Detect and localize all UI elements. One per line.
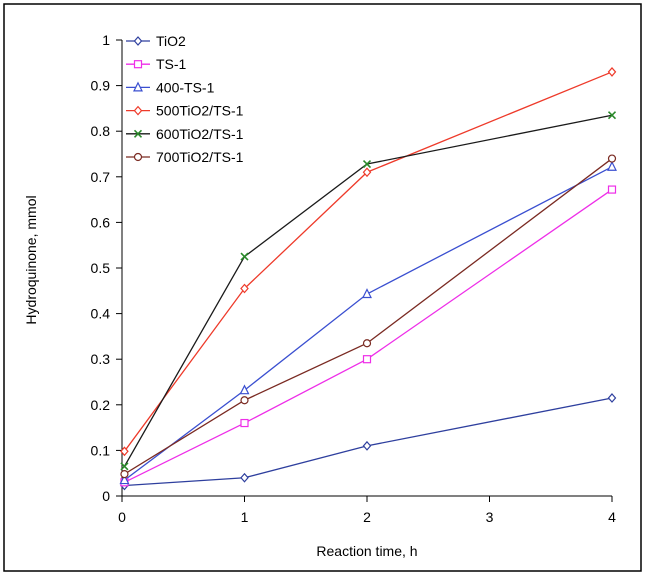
legend-label: 500TiO2/TS-1 xyxy=(156,103,244,119)
legend-item: TS-1 xyxy=(126,56,187,72)
x-tick-label: 4 xyxy=(608,509,616,525)
legend-label: 600TiO2/TS-1 xyxy=(156,126,244,142)
legend-label: 700TiO2/TS-1 xyxy=(156,149,244,165)
legend-marker xyxy=(133,36,143,46)
y-tick-label: 0 xyxy=(102,488,110,504)
legend-item: 700TiO2/TS-1 xyxy=(126,149,244,165)
series-line-0 xyxy=(124,397,613,487)
data-point xyxy=(607,154,617,163)
legend-item: 600TiO2/TS-1 xyxy=(126,126,244,142)
data-point xyxy=(120,462,129,471)
legend-label: TiO2 xyxy=(156,33,186,49)
x-tick-label: 1 xyxy=(241,509,249,525)
x-axis-label: Reaction time, h xyxy=(316,543,417,559)
data-point xyxy=(607,185,617,194)
data-point xyxy=(362,339,372,348)
data-point xyxy=(362,167,372,178)
y-tick-label: 0.5 xyxy=(91,260,111,276)
data-point xyxy=(240,252,249,261)
y-tick-label: 0.2 xyxy=(91,397,111,413)
data-point xyxy=(239,384,250,395)
data-point xyxy=(120,446,129,457)
x-tick-label: 2 xyxy=(363,509,371,525)
data-point xyxy=(362,355,372,364)
series-line-2 xyxy=(124,166,613,481)
data-point xyxy=(240,472,249,483)
y-tick-label: 0.9 xyxy=(91,78,111,94)
series-line-4 xyxy=(123,114,613,467)
legend: TiO2 TS-1 400-TS-1 500TiO2/TS-1 600TiO2/TS-1… xyxy=(126,33,244,165)
data-point xyxy=(240,283,249,294)
chart-border xyxy=(3,3,642,572)
series-lines xyxy=(123,71,613,487)
y-tick-label: 0.3 xyxy=(91,351,111,367)
legend-marker xyxy=(133,60,143,69)
y-tick-label: 1 xyxy=(102,32,110,48)
y-tick-label: 0.1 xyxy=(91,442,111,458)
legend-marker xyxy=(133,152,143,162)
data-point xyxy=(120,470,129,479)
series-line-1 xyxy=(124,189,613,483)
x-tick-label: 0 xyxy=(118,509,126,525)
legend-marker xyxy=(133,129,143,138)
data-point xyxy=(240,396,249,405)
y-tick-label: 0.7 xyxy=(91,169,111,185)
data-point xyxy=(607,111,617,120)
series-markers xyxy=(119,67,617,491)
data-point xyxy=(607,393,617,403)
data-point xyxy=(240,418,249,428)
x-tick-label: 3 xyxy=(486,509,494,525)
legend-item: 400-TS-1 xyxy=(126,79,215,95)
y-tick-label: 0.6 xyxy=(91,214,111,230)
y-axis-label: Hydroquinone, mmol xyxy=(23,195,39,324)
data-point xyxy=(119,474,130,485)
data-point xyxy=(607,67,617,77)
data-point xyxy=(362,159,372,169)
axes: 0 0.1 0.2 0.3 0.4 0.5 0.6 0.7 0.8 0.9 1 0 1 2 3 4 xyxy=(91,32,617,525)
series-line-3 xyxy=(123,71,613,452)
legend-item: TiO2 xyxy=(126,33,186,49)
data-point xyxy=(607,160,617,171)
data-point xyxy=(362,288,372,299)
legend-label: 400-TS-1 xyxy=(156,79,215,95)
y-tick-label: 0.4 xyxy=(91,306,111,322)
legend-item: 500TiO2/TS-1 xyxy=(126,103,244,119)
legend-label: TS-1 xyxy=(156,56,187,72)
legend-marker xyxy=(133,81,143,92)
data-point xyxy=(362,440,372,451)
y-tick-label: 0.8 xyxy=(91,123,111,139)
series-line-5 xyxy=(124,158,613,475)
legend-marker xyxy=(133,105,143,116)
